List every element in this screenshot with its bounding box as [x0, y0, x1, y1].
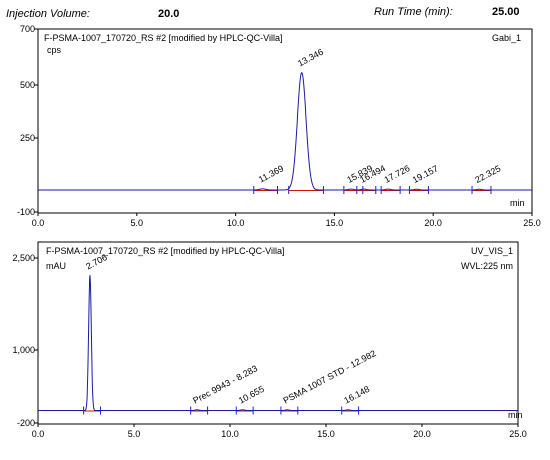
- x-tick-label: 25.0: [509, 429, 527, 439]
- y-tick-label: 700: [20, 24, 35, 34]
- injection-volume-label: Injection Volume:: [6, 8, 90, 20]
- x-tick-label: 25.0: [523, 218, 541, 228]
- panel-2-markers: [83, 406, 360, 415]
- x-tick-label: 0.0: [32, 218, 45, 228]
- panel-1-trace: [38, 72, 532, 191]
- x-tick-label: 5.0: [128, 429, 141, 439]
- peak-label: 22.325: [473, 163, 502, 185]
- x-tick-label: 15.0: [317, 429, 335, 439]
- panel-2-channel: UV_VIS_1: [471, 246, 513, 256]
- panel-2-yticks: -200 1,000 2,500: [12, 253, 38, 428]
- peak-label: 17.726: [383, 163, 412, 185]
- panel-1-frame: [37, 28, 533, 214]
- x-tick-label: 10.0: [221, 429, 239, 439]
- panel-1-markers: [253, 186, 492, 194]
- injection-volume-value: 20.0: [158, 8, 180, 20]
- panel-2-frame: [37, 241, 519, 425]
- y-tick-label: 250: [20, 133, 35, 143]
- panel-1-ylabel: cps: [47, 45, 62, 55]
- y-tick-label: -200: [17, 418, 35, 428]
- x-tick-label: 5.0: [131, 218, 144, 228]
- peak-label: 16.148: [342, 384, 371, 406]
- x-tick-label: 20.0: [413, 429, 431, 439]
- y-tick-label: -100: [17, 207, 35, 217]
- x-tick-label: 0.0: [32, 429, 45, 439]
- panel-1-xticks: 0.0 5.0 10.0 15.0 20.0 25.0: [32, 213, 541, 228]
- y-tick-label: 1,000: [12, 345, 35, 355]
- peak-label: 13.346: [296, 47, 325, 69]
- chromatogram-panel-1: F-PSMA-1007_170720_RS #2 [modified by HP…: [17, 24, 541, 228]
- panel-2-wavelength: WVL:225 nm: [461, 261, 513, 271]
- panel-1-yticks: -100 250 500 700: [17, 24, 38, 217]
- peak-label: 19.157: [411, 163, 440, 185]
- panel-1-xlabel: min: [510, 198, 525, 208]
- x-tick-label: 15.0: [326, 218, 344, 228]
- run-time-value: 25.00: [492, 6, 520, 18]
- panel-2-title: F-PSMA-1007_170720_RS #2 [modified by HP…: [46, 246, 284, 256]
- chromatogram-panel-2: F-PSMA-1007_170720_RS #2 [modified by HP…: [12, 241, 527, 439]
- x-tick-label: 20.0: [424, 218, 442, 228]
- peak-label: 11.369: [257, 163, 285, 184]
- y-tick-label: 2,500: [12, 253, 35, 263]
- x-tick-label: 10.0: [227, 218, 245, 228]
- peak-label: 10.655: [237, 384, 266, 406]
- panel-1-title: F-PSMA-1007_170720_RS #2 [modified by HP…: [44, 33, 282, 43]
- y-tick-label: 500: [20, 80, 35, 90]
- panel-2-xticks: 0.0 5.0 10.0 15.0 20.0 25.0: [32, 424, 527, 439]
- panel-2-ylabel: mAU: [46, 261, 66, 271]
- run-time-label: Run Time (min):: [374, 6, 453, 18]
- panel-2-trace: [38, 274, 518, 411]
- panel-1-channel: Gabi_1: [492, 33, 521, 43]
- panel-2-xlabel: min: [508, 410, 523, 420]
